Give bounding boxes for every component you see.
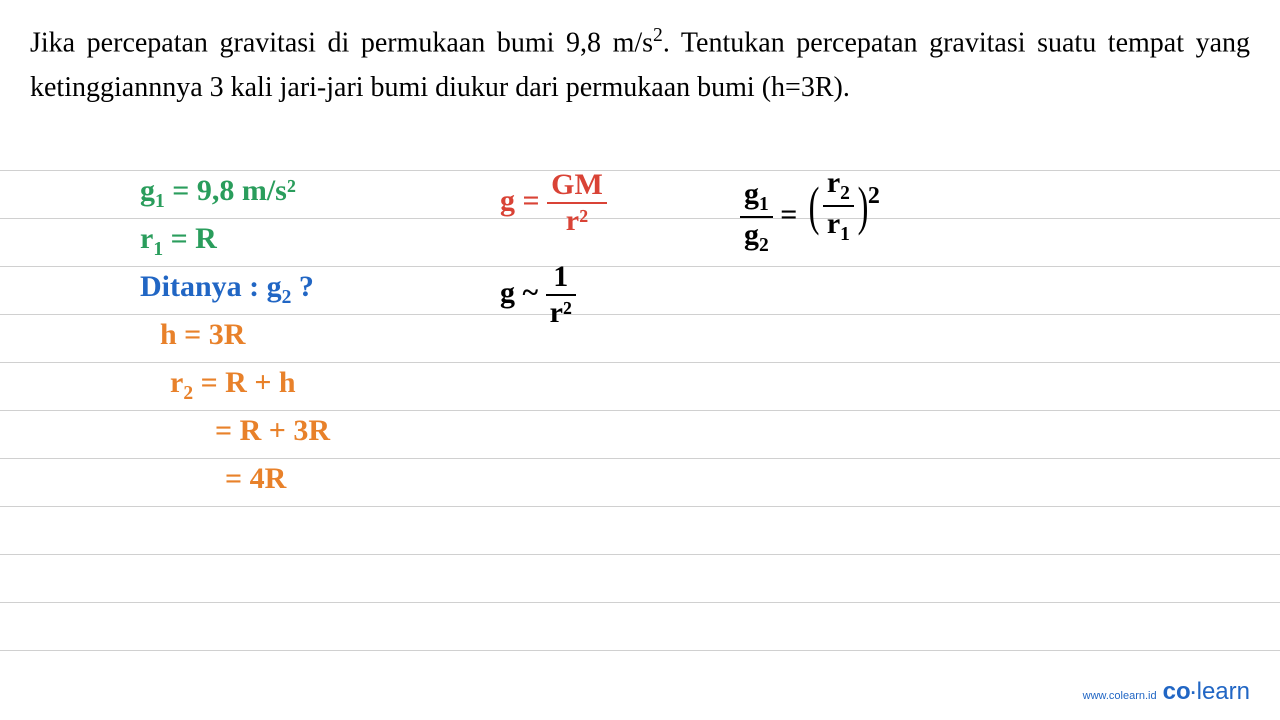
r2-line3: = 4R: [225, 462, 286, 496]
problem-line1b: . Tentukan percepatan gravitasi: [663, 27, 1026, 58]
r2-var: r: [170, 366, 183, 399]
rule-line: [0, 218, 1280, 219]
rule-line: [0, 410, 1280, 411]
r2-val: = R + h: [193, 366, 296, 399]
problem-statement: Jika percepatan gravitasi di permukaan b…: [0, 0, 1280, 121]
r2-line2: = R + 3R: [215, 414, 330, 448]
lparen-icon: (: [808, 175, 819, 237]
given-r1: r1 = R: [140, 222, 217, 261]
rule-line: [0, 602, 1280, 603]
r1-val: = R: [163, 222, 217, 255]
asked-q: ?: [291, 270, 314, 303]
ratio-rhs: ( r2 r1 ) 2: [805, 166, 880, 246]
g1-sub: 1: [155, 191, 165, 212]
r2-sub: 2: [183, 383, 193, 404]
rule-line: [0, 170, 1280, 171]
formula-g: g: [500, 184, 515, 217]
rule-line: [0, 650, 1280, 651]
r2-line1: r2 = R + h: [170, 366, 296, 405]
ratio-r2: r2: [823, 166, 854, 207]
ratio-eq: =: [780, 198, 805, 231]
prop-num: 1: [546, 260, 576, 296]
rule-line: [0, 266, 1280, 267]
g1-var: g: [140, 174, 155, 207]
ratio-g1: g1: [740, 177, 773, 218]
logo-co: co: [1163, 678, 1191, 705]
footer-logo: co·learn: [1163, 678, 1250, 706]
g1-val: = 9,8 m/s²: [165, 174, 296, 207]
rparen-icon: ): [858, 175, 869, 237]
formula-num: GM: [547, 168, 607, 204]
r1-sub: 1: [153, 239, 163, 260]
problem-line3: (h=3R).: [762, 72, 850, 103]
asked-sub: 2: [282, 287, 292, 308]
problem-sup: 2: [653, 25, 663, 46]
rule-line: [0, 506, 1280, 507]
rule-line: [0, 458, 1280, 459]
r2-l2: = R + 3R: [215, 414, 330, 447]
r2-l3: = 4R: [225, 462, 286, 495]
formula-eq: =: [515, 184, 547, 217]
asked: Ditanya : g2 ?: [140, 270, 314, 309]
rule-line: [0, 314, 1280, 315]
ratio-g2: g2: [740, 218, 773, 257]
footer: www.colearn.id co·learn: [1083, 678, 1250, 706]
rule-line: [0, 362, 1280, 363]
asked-label: Ditanya :: [140, 270, 267, 303]
proportion: g ~ 1r²: [500, 260, 576, 330]
prop-den: r²: [546, 296, 576, 330]
ratio-equation: g1 g2 = ( r2 r1 ) 2: [740, 166, 880, 257]
prop-frac: 1r²: [546, 260, 576, 330]
ratio-exp: 2: [868, 183, 880, 210]
prop-tilde: ~: [515, 276, 546, 309]
prop-g: g: [500, 276, 515, 309]
formula-den: r²: [547, 204, 607, 238]
ratio-rfrac: r2 r1: [823, 166, 854, 246]
h-eq: h = 3R: [160, 318, 245, 352]
worksheet-area: g1 = 9,8 m/s² r1 = R Ditanya : g2 ? h = …: [0, 160, 1280, 720]
asked-var: g: [267, 270, 282, 303]
formula-frac: GMr²: [547, 168, 607, 238]
ratio-lhs: g1 g2: [740, 177, 773, 257]
r1-var: r: [140, 222, 153, 255]
given-g1: g1 = 9,8 m/s²: [140, 174, 296, 213]
rule-line: [0, 554, 1280, 555]
logo-learn: learn: [1197, 678, 1250, 705]
h-text: h = 3R: [160, 318, 245, 351]
footer-url: www.colearn.id: [1083, 690, 1157, 702]
formula: g = GMr²: [500, 168, 607, 238]
problem-line1a: Jika percepatan gravitasi di permukaan b…: [30, 27, 653, 58]
ratio-r1: r1: [823, 207, 854, 246]
